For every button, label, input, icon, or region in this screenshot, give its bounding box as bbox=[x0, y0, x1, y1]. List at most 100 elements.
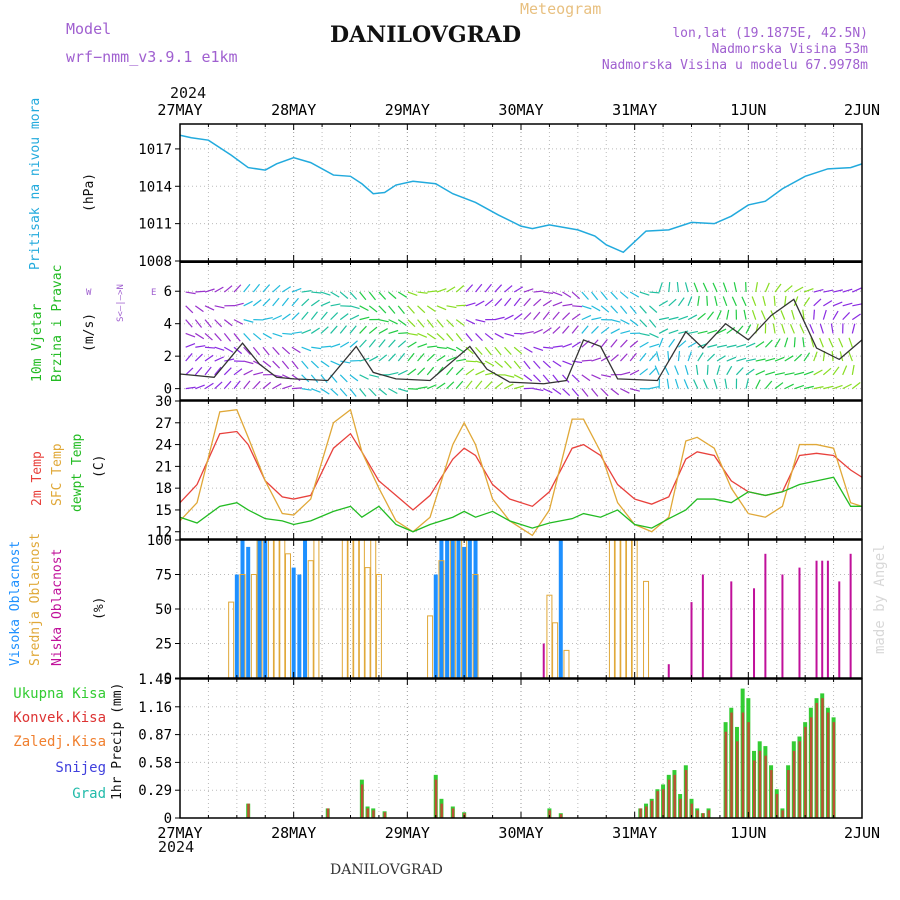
wind-arrow bbox=[712, 282, 718, 293]
wind-arrow bbox=[533, 290, 544, 293]
wind-arrow bbox=[562, 303, 573, 307]
cloud-bar-2 bbox=[826, 560, 829, 678]
wind-arrow bbox=[726, 365, 733, 376]
wind-arrow bbox=[706, 364, 709, 375]
y-tick-label: 30 bbox=[155, 394, 172, 410]
wind-arrow bbox=[562, 343, 573, 348]
wind-arrow bbox=[809, 323, 815, 334]
wind-arrow bbox=[745, 378, 749, 389]
wind-arrow bbox=[368, 339, 377, 348]
wind-arrow bbox=[224, 346, 234, 353]
wind-arrow bbox=[774, 283, 782, 293]
temp-ylabel-2m: 2m Temp bbox=[30, 451, 45, 506]
wind-arrow bbox=[281, 286, 292, 293]
wind-arrow bbox=[272, 346, 280, 356]
wind-arrow bbox=[533, 298, 542, 307]
wind-arrow bbox=[252, 283, 261, 293]
wind-arrow bbox=[465, 284, 474, 293]
wind-arrow bbox=[533, 388, 544, 392]
wind-arrow bbox=[214, 366, 222, 376]
wind-arrow bbox=[674, 378, 680, 389]
wind-arrow bbox=[320, 301, 331, 307]
wind-arrow bbox=[851, 364, 855, 375]
wind-arrow bbox=[658, 328, 669, 334]
precip-bar-conv bbox=[781, 810, 784, 818]
y-tick-label: 15 bbox=[155, 503, 172, 519]
cloud-bar-0 bbox=[462, 546, 467, 678]
wind-arrow bbox=[793, 353, 803, 362]
y-tick-label: 0 bbox=[164, 671, 172, 687]
page-title: DANILOVGRAD bbox=[330, 22, 522, 48]
wind-arrow bbox=[262, 298, 271, 307]
wind-ylabel-2: Brzina i Pravac bbox=[50, 264, 65, 382]
wind-arrow bbox=[684, 282, 689, 293]
precip-bar-conv bbox=[770, 770, 773, 818]
wind-arrow bbox=[600, 305, 610, 313]
wind-arrow bbox=[214, 286, 224, 293]
wind-arrow bbox=[407, 319, 416, 328]
wind-arrow bbox=[755, 358, 766, 362]
precip-bar-conv bbox=[679, 798, 682, 818]
wind-arrow bbox=[762, 295, 766, 306]
wind-arrow bbox=[223, 285, 233, 293]
wind-arrow bbox=[697, 352, 704, 362]
wind-arrow bbox=[195, 290, 206, 293]
wind-arrow bbox=[542, 311, 550, 321]
legend-snow: Snijeg bbox=[55, 760, 106, 776]
precip-bar-conv bbox=[753, 760, 756, 818]
wind-arrow bbox=[291, 360, 299, 370]
wind-arrow bbox=[426, 366, 435, 376]
wind-arrow bbox=[195, 332, 205, 340]
x-tick-label-bottom: 29MAY bbox=[385, 824, 430, 842]
wind-arrow bbox=[243, 360, 254, 365]
wind-arrow bbox=[722, 282, 728, 293]
wind-arrow bbox=[349, 325, 357, 334]
wind-arrow bbox=[243, 346, 251, 355]
wind-arrow bbox=[282, 385, 293, 390]
cloud-bar-0 bbox=[558, 540, 563, 678]
wind-arrow bbox=[702, 379, 708, 389]
cloud-bar-2 bbox=[753, 588, 756, 678]
wind-arrow bbox=[417, 353, 425, 362]
compass-w: W bbox=[86, 288, 92, 298]
temp-line-1 bbox=[179, 408, 863, 537]
wind-arrow bbox=[695, 364, 699, 375]
wind-arrow bbox=[784, 372, 795, 376]
wind-arrow bbox=[214, 333, 222, 342]
wind-arrow bbox=[629, 319, 639, 327]
wind-arrow bbox=[823, 385, 834, 390]
y-tick-label: 50 bbox=[155, 602, 172, 618]
wind-arrow bbox=[484, 360, 495, 367]
y-tick-label: 2 bbox=[164, 349, 172, 365]
wind-arrow bbox=[484, 381, 493, 390]
wind-arrow bbox=[281, 313, 291, 321]
wind-arrow bbox=[185, 319, 193, 328]
wind-arrow bbox=[446, 356, 457, 362]
wind-arrow bbox=[291, 297, 299, 307]
wind-arrow bbox=[475, 319, 486, 323]
wind-arrow bbox=[330, 303, 341, 307]
wind-arrow bbox=[572, 305, 583, 308]
wind-arrow bbox=[426, 305, 436, 312]
wind-arrow bbox=[214, 346, 225, 351]
precip-panel: 0 0.29 0.58 0.87 1.16 1.45 bbox=[138, 672, 862, 827]
wind-arrow bbox=[204, 346, 216, 349]
wind-arrow bbox=[639, 291, 650, 296]
x-tick-label-bottom: 28MAY bbox=[271, 824, 316, 842]
wind-arrow bbox=[407, 341, 417, 348]
wind-arrow bbox=[774, 356, 785, 362]
wind-arrow bbox=[397, 352, 406, 362]
wind-arrow bbox=[281, 360, 290, 370]
wind-arrow bbox=[513, 286, 524, 293]
model-elevation-label: Nadmorska Visina u modelu 67.9978m bbox=[601, 58, 868, 73]
wind-arrow bbox=[233, 346, 243, 355]
wind-arrow bbox=[581, 305, 592, 310]
wind-arrow bbox=[620, 353, 628, 362]
wind-arrow bbox=[484, 299, 494, 307]
wind-arrow bbox=[368, 305, 378, 313]
cloud-bar-0 bbox=[240, 540, 245, 678]
wind-arrow bbox=[301, 360, 309, 369]
cloud-bar-2 bbox=[667, 664, 670, 678]
precip-bar-conv bbox=[559, 814, 563, 818]
wind-arrow bbox=[842, 302, 853, 307]
